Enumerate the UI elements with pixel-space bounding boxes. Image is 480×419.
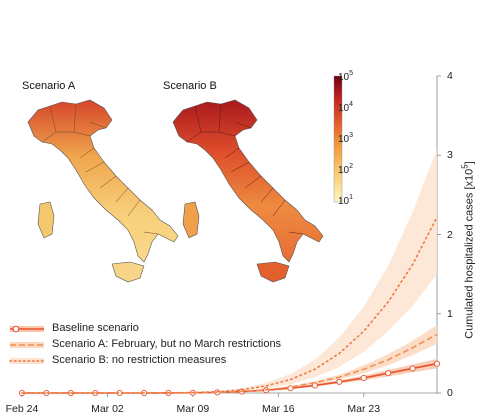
- sardinia-a: [37, 201, 55, 239]
- x-tick-label: Feb 24: [5, 403, 39, 415]
- legend-item-scenario-b: Scenario B: no restriction measures: [8, 354, 308, 368]
- italy-region-lines-b: [186, 103, 304, 235]
- legend-swatch-scenario-b: [9, 358, 45, 364]
- colorbar-labels: 105 104 103 102 101: [338, 70, 378, 210]
- series-line-2: [21, 216, 438, 394]
- colorbar: [333, 75, 343, 203]
- map-a-title: Scenario A: [22, 80, 76, 92]
- italy-map-b: [172, 99, 324, 283]
- legend-item-scenario-a: Scenario A: February, but no March restr…: [8, 338, 308, 352]
- legend-label-scenario-a: Scenario A: February, but no March restr…: [52, 338, 282, 350]
- colorbar-tick-2: 102: [338, 163, 354, 176]
- legend-item-baseline: Baseline scenario: [8, 322, 308, 336]
- legend: Baseline scenario Scenario A: February, …: [8, 322, 308, 370]
- y-tick-label: 3: [447, 149, 453, 162]
- sicily-a: [111, 261, 145, 283]
- legend-label-scenario-b: Scenario B: no restriction measures: [52, 354, 227, 366]
- legend-swatch-baseline: [10, 325, 44, 333]
- series-point: [336, 378, 343, 385]
- italy-region-lines-a: [41, 103, 159, 235]
- italy-map-a: [27, 99, 179, 283]
- italy-mainland-b: [172, 99, 324, 263]
- series-point: [409, 365, 416, 372]
- series-line-1: [22, 333, 438, 394]
- series-point: [360, 374, 367, 381]
- x-tick-label: Mar 09: [176, 403, 210, 415]
- italy-mainland-a: [27, 99, 179, 263]
- colorbar-tick-1: 101: [338, 194, 354, 207]
- x-tick-label: Mar 23: [347, 403, 381, 415]
- legend-label-baseline: Baseline scenario: [52, 322, 139, 334]
- y-tick-label: 2: [447, 228, 453, 241]
- y-tick-label: 4: [447, 70, 453, 82]
- legend-swatch-scenario-a: [10, 342, 44, 348]
- y-axis-label: Cumulated hospitalized cases [x105]: [460, 161, 476, 339]
- colorbar-tick-3: 103: [338, 132, 354, 145]
- series-point: [385, 370, 392, 377]
- map-b-title: Scenario B: [163, 80, 217, 92]
- y-tick-label: 1: [447, 307, 453, 320]
- y-tick-label: 0: [447, 387, 453, 399]
- sicily-b: [256, 261, 290, 283]
- colorbar-tick-5: 105: [338, 70, 354, 83]
- sardinia-b: [182, 201, 200, 239]
- colorbar-tick-4: 104: [338, 101, 354, 114]
- x-tick-label: Mar 02: [91, 403, 124, 415]
- series-point: [433, 360, 441, 367]
- x-tick-label: Mar 16: [261, 403, 295, 415]
